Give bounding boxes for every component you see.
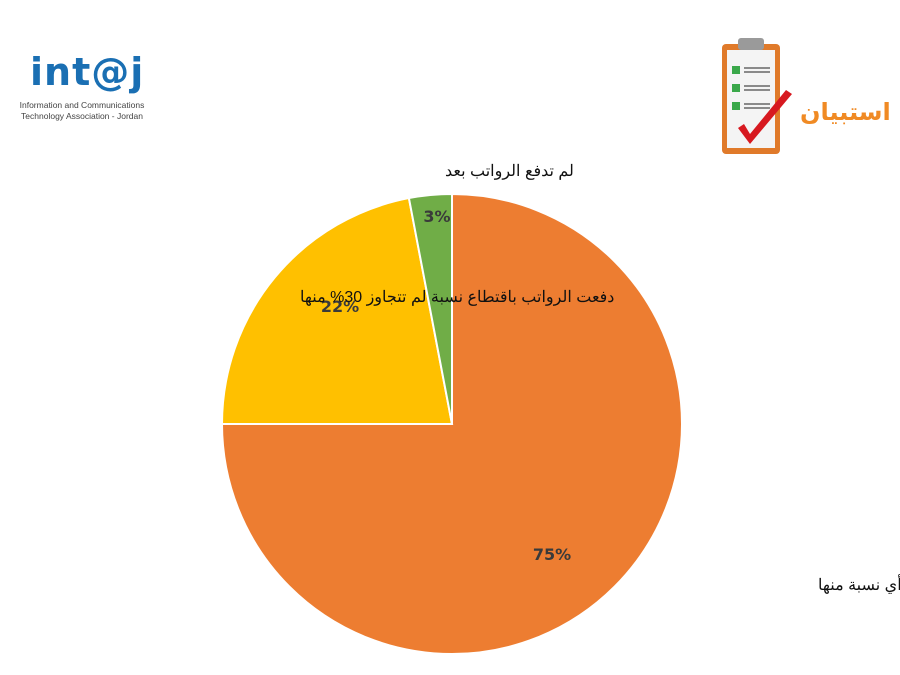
logo-subtitle-line-2: Technology Association - Jordan [21,111,143,121]
intaj-logo: int@j Information and Communications Tec… [12,50,152,130]
survey-label: استبيان [800,98,891,126]
pie-value-label-1: 75% [533,545,571,564]
pie-slice-2 [220,196,454,425]
logo-wordmark: int@j [30,50,145,94]
pie-slice-1 [220,192,683,655]
pie-category-label-2: دفعت الرواتب باقتطاع نسبة لم تتجاوز 30% … [300,289,614,306]
pie-labels: 75% دفعت الرواتب بدون اقتطاع أي نسبة منها… [300,163,900,594]
pie-slice-3 [407,192,453,425]
logo-subtitle: Information and Communications Technolog… [12,100,152,122]
pie-category-label-1: دفعت الرواتب بدون اقتطاع أي نسبة منها [818,574,900,594]
clipboard-check-icon [722,38,792,154]
logo-subtitle-line-1: Information and Communications [19,100,145,110]
pie-category-label-3: لم تدفع الرواتب بعد [445,163,574,180]
pie-slices [220,192,683,655]
pie-value-label-2: 22% [321,297,359,316]
pie-value-label-3: 3% [423,207,450,226]
